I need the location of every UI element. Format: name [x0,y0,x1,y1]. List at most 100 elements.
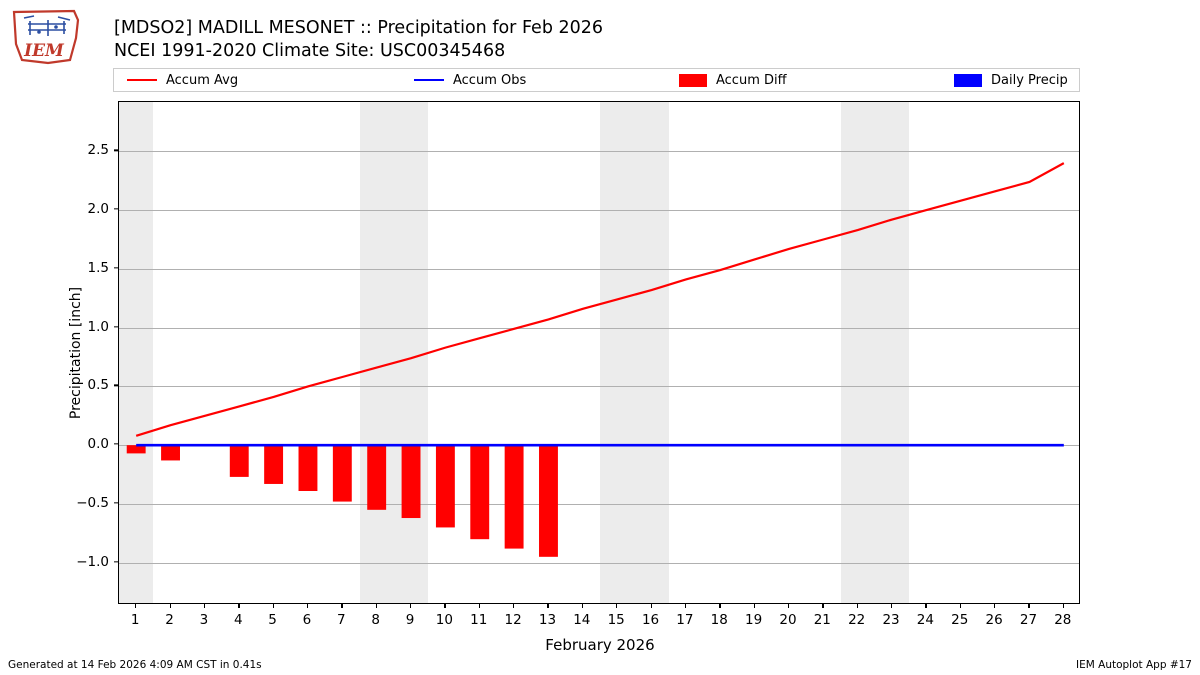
weekend-shading-band [119,102,154,603]
accum-diff-bar [264,445,284,484]
x-tick-mark [272,604,274,608]
x-tick-mark [238,604,240,608]
y-tick-mark [114,443,118,445]
accum-diff-bar [298,445,318,491]
legend-item-accum-obs[interactable]: Accum Obs [414,69,526,91]
y-tick-mark [114,208,118,210]
x-tick-mark [444,604,446,608]
x-tick-label: 7 [337,612,346,628]
x-tick-label: 27 [1019,612,1038,628]
x-axis-title: February 2026 [545,636,655,654]
legend-swatch-marker [954,73,982,87]
accum-diff-bar [539,445,558,557]
legend-item-label: Accum Avg [166,72,239,88]
accum-diff-bar [126,445,146,454]
x-tick-label: 12 [504,612,522,628]
x-tick-mark [719,604,721,608]
y-tick-mark [114,267,118,269]
x-tick-mark [650,604,652,608]
y-tick-mark [114,561,118,563]
x-tick-mark [994,604,996,608]
x-tick-mark [787,604,790,608]
x-tick-label: 16 [641,612,660,628]
weekend-shading-band [840,102,910,603]
legend-item-daily-precip[interactable]: Daily Precip [954,69,1068,91]
y-gridline [119,327,1079,329]
x-tick-mark [959,604,962,608]
x-tick-label: 23 [882,612,900,628]
x-tick-label: 25 [951,612,969,628]
x-tick-label: 26 [985,612,1003,628]
y-tick-label: 2.0 [87,201,109,218]
x-tick-mark [581,604,584,608]
x-tick-label: 8 [371,612,380,628]
x-tick-mark [135,604,137,608]
x-tick-mark [856,604,858,608]
y-tick-mark [114,325,118,328]
x-tick-label: 5 [268,612,277,628]
x-tick-mark [891,604,893,608]
y-gridline [119,268,1079,270]
y-tick-label: 0.5 [87,377,109,394]
y-tick-mark [114,149,118,152]
accum-diff-bar [332,445,352,502]
y-tick-label: 0.0 [87,436,109,453]
x-tick-label: 3 [199,612,209,628]
plot-canvas [119,102,1079,603]
x-tick-mark [410,604,412,608]
x-tick-mark [616,604,618,608]
x-tick-label: 14 [573,612,591,628]
legend-line-marker [414,79,444,81]
accum-diff-bar [401,445,421,519]
x-tick-label: 11 [470,612,488,628]
y-gridline [119,151,1079,153]
x-tick-mark [306,604,309,608]
accum-diff-bar [504,445,524,549]
weekend-shading-band [359,102,429,603]
y-gridline [119,562,1079,564]
y-tick-label: 1.0 [87,318,109,335]
x-tick-label: 10 [435,612,453,628]
x-tick-mark [478,604,481,608]
y-gridline [119,386,1079,388]
legend-swatch-marker [679,73,707,87]
x-tick-label: 24 [916,612,934,628]
x-tick-label: 19 [745,612,763,628]
accum-avg-line [135,162,1065,437]
x-tick-mark [684,604,687,608]
y-tick-mark [114,384,118,387]
x-tick-mark [513,604,515,608]
chart-title: [MDSO2] MADILL MESONET :: Precipitation … [114,17,1014,64]
x-tick-mark [1062,604,1065,608]
plot-area [118,101,1080,604]
accum-diff-bar [161,445,180,461]
legend-item-label: Accum Obs [453,72,527,88]
x-tick-label: 20 [779,612,797,628]
x-tick-label: 2 [165,612,174,628]
legend-item-accum-avg[interactable]: Accum Avg [127,69,238,91]
generated-timestamp: Generated at 14 Feb 2026 4:09 AM CST in … [8,659,262,671]
x-tick-label: 22 [848,612,866,628]
accum-diff-bar [229,445,249,477]
y-tick-label: −1.0 [76,553,109,570]
legend-item-label: Daily Precip [991,72,1068,88]
weekend-shading-band [600,102,669,603]
x-tick-mark [203,604,206,608]
x-tick-label: 13 [538,612,557,628]
x-tick-mark [341,604,343,608]
accum-diff-bar [470,445,490,540]
x-tick-label: 18 [710,612,728,628]
y-gridline [119,503,1079,505]
chart-subtitle-line-2: NCEI 1991-2020 Climate Site: USC00345468 [114,41,506,62]
x-tick-label: 21 [813,612,831,628]
y-tick-label: 1.5 [87,259,109,276]
legend-item-label: Accum Diff [716,72,787,88]
y-axis-title: Precipitation [inch] [68,286,84,419]
x-tick-label: 9 [405,612,415,628]
x-tick-label: 15 [607,612,625,628]
x-tick-mark [375,604,377,608]
legend-item-accum-diff[interactable]: Accum Diff [679,69,787,91]
autoplot-app-label: IEM Autoplot App #17 [1076,659,1192,671]
y-tick-label: −0.5 [76,494,109,511]
